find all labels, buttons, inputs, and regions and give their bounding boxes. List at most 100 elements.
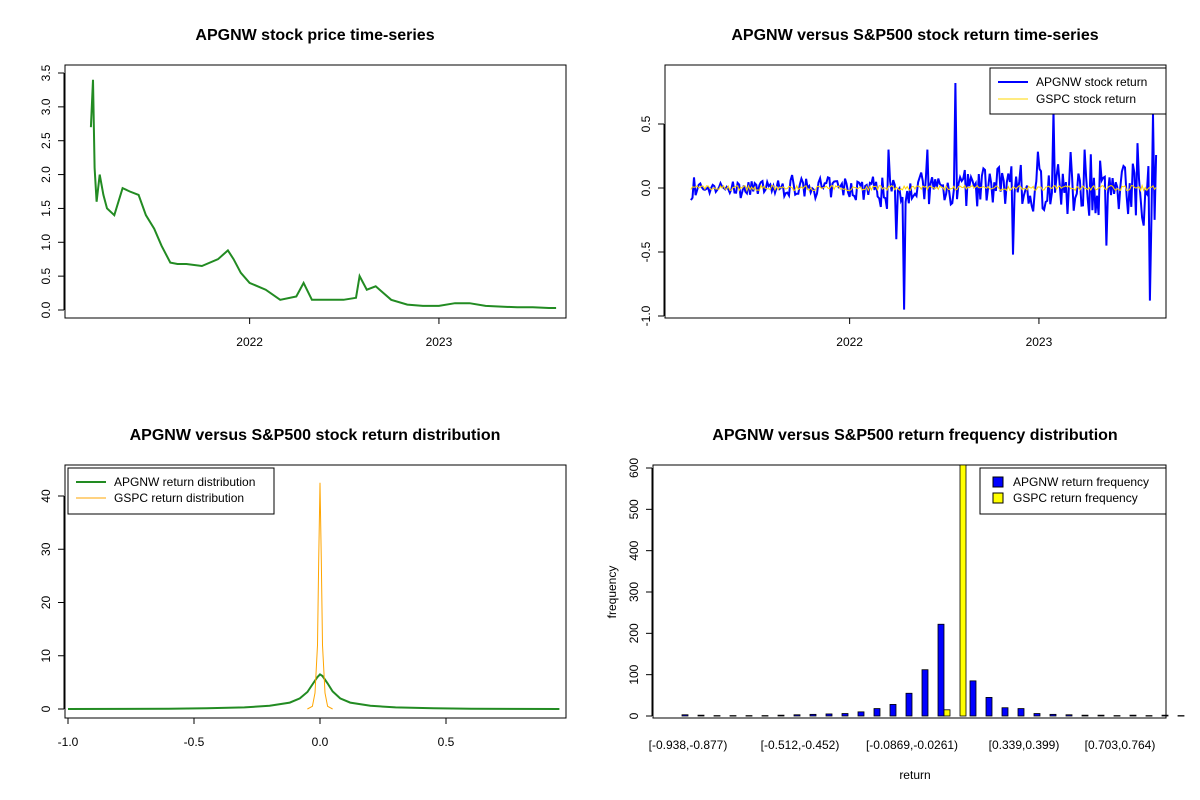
apgnw-bar bbox=[857, 711, 865, 717]
y-axis: 0 100 200 300 400 500 600 bbox=[627, 458, 653, 719]
panel-return-distribution: APGNW versus S&P500 stock return distrib… bbox=[39, 427, 567, 749]
apgnw-bar bbox=[1177, 715, 1185, 717]
y-tick-label: 3.0 bbox=[39, 98, 53, 115]
apgnw-bar bbox=[1129, 714, 1137, 717]
apgnw-bar bbox=[825, 713, 833, 717]
y-tick-label: 40 bbox=[39, 489, 53, 503]
y-tick-label: 400 bbox=[627, 540, 641, 560]
y-tick-label: 3.5 bbox=[39, 64, 53, 81]
panel-price-timeseries: APGNW stock price time-series 0.0 0.5 1.0 1… bbox=[39, 27, 567, 349]
chart-title: APGNW versus S&P500 return frequency dis… bbox=[712, 427, 1117, 444]
legend-box bbox=[989, 67, 1167, 115]
y-tick-label: 30 bbox=[39, 542, 53, 556]
apgnw-bar bbox=[1081, 714, 1089, 717]
legend-swatch-apgnw bbox=[992, 476, 1004, 488]
legend: APGNW stock return GSPC stock return bbox=[989, 67, 1167, 115]
gspc-density-line bbox=[307, 482, 333, 710]
apgnw-bar bbox=[1145, 715, 1153, 717]
apgnw-bar bbox=[921, 669, 929, 717]
x-tick-label: -0.5 bbox=[184, 735, 205, 749]
plot-frame bbox=[664, 64, 1167, 319]
apgnw-bar bbox=[761, 715, 769, 717]
apgnw-bar bbox=[1113, 715, 1121, 717]
y-tick-label: 100 bbox=[627, 664, 641, 684]
bars-group bbox=[681, 464, 1185, 717]
y-axis-label: frequency bbox=[605, 566, 619, 619]
y-tick-label: 300 bbox=[627, 582, 641, 602]
apgnw-bar bbox=[777, 714, 785, 717]
x-tick-label: [-0.938,-0.877) bbox=[649, 738, 728, 752]
x-axis: 2022 2023 bbox=[836, 318, 1053, 349]
x-axis: 2022 2023 bbox=[236, 318, 453, 349]
y-tick-label: 2.0 bbox=[39, 166, 53, 183]
legend-box bbox=[979, 467, 1167, 515]
series-group bbox=[89, 79, 557, 309]
y-tick-label: -1.0 bbox=[639, 305, 653, 326]
apgnw-bar bbox=[841, 713, 849, 717]
y-tick-label: 0 bbox=[627, 712, 641, 719]
series-group bbox=[690, 82, 1158, 310]
apgnw-bar bbox=[905, 692, 913, 717]
apgnw-bar bbox=[1161, 714, 1169, 717]
y-tick-label: 1.5 bbox=[39, 200, 53, 217]
apgnw-bar bbox=[1097, 714, 1105, 717]
y-tick-label: -0.5 bbox=[639, 241, 653, 262]
legend-box bbox=[67, 467, 275, 515]
y-tick-label: 20 bbox=[39, 596, 53, 610]
plot-frame bbox=[652, 464, 1167, 719]
chart-title: APGNW stock price time-series bbox=[195, 27, 434, 44]
x-tick-label: [0.703,0.764) bbox=[1085, 738, 1156, 752]
apgnw-bar bbox=[793, 714, 801, 717]
y-tick-label: 10 bbox=[39, 649, 53, 663]
price-line bbox=[89, 79, 557, 309]
x-axis: [-0.938,-0.877) [-0.512,-0.452) [-0.0869,-… bbox=[649, 738, 1156, 752]
chart-title: APGNW versus S&P500 stock return time-se… bbox=[731, 27, 1098, 44]
y-axis: 0.0 0.5 1.0 1.5 2.0 2.5 3.0 3.5 bbox=[39, 64, 65, 318]
apgnw-bar bbox=[697, 714, 705, 717]
panel-return-frequency: APGNW versus S&P500 return frequency dis… bbox=[605, 427, 1185, 782]
apgnw-bar bbox=[809, 713, 817, 717]
apgnw-bar bbox=[969, 680, 977, 717]
apgnw-bar bbox=[1017, 708, 1025, 717]
y-tick-label: 0.5 bbox=[39, 267, 53, 284]
apgnw-bar bbox=[985, 697, 993, 717]
y-tick-label: 500 bbox=[627, 499, 641, 519]
legend-label: APGNW return distribution bbox=[114, 475, 255, 489]
legend-label: APGNW stock return bbox=[1036, 75, 1147, 89]
y-tick-label: 200 bbox=[627, 623, 641, 643]
legend: APGNW return distribution GSPC return di… bbox=[67, 467, 275, 515]
apgnw-return-line bbox=[690, 82, 1158, 310]
plot-frame bbox=[64, 64, 567, 319]
apgnw-bar bbox=[1001, 707, 1009, 717]
y-tick-label: 1.0 bbox=[39, 234, 53, 251]
x-tick-label: [-0.0869,-0.0261) bbox=[866, 738, 958, 752]
apgnw-bar bbox=[937, 623, 945, 717]
apgnw-bar bbox=[713, 715, 721, 717]
panel-return-timeseries: APGNW versus S&P500 stock return time-se… bbox=[639, 27, 1167, 349]
gspc-bar bbox=[943, 709, 951, 717]
y-tick-label: 0.5 bbox=[639, 115, 653, 132]
legend-swatch-gspc bbox=[992, 492, 1004, 504]
x-tick-label: 0.5 bbox=[438, 735, 455, 749]
y-tick-label: 0 bbox=[39, 705, 53, 712]
x-tick-label: 2022 bbox=[236, 335, 263, 349]
gspc-return-line bbox=[690, 183, 1157, 193]
apgnw-bar bbox=[1033, 713, 1041, 717]
x-axis-label: return bbox=[899, 768, 930, 782]
y-tick-label: 0.0 bbox=[639, 179, 653, 196]
apgnw-bar bbox=[681, 714, 689, 717]
x-tick-label: 2023 bbox=[1026, 335, 1053, 349]
legend-label: GSPC stock return bbox=[1036, 92, 1136, 106]
y-tick-label: 600 bbox=[627, 458, 641, 478]
legend: APGNW return frequency GSPC return frequ… bbox=[979, 467, 1167, 515]
apgnw-bar bbox=[745, 715, 753, 717]
apgnw-bar bbox=[873, 708, 881, 717]
apgnw-bar bbox=[1065, 714, 1073, 717]
y-axis: 0 10 20 30 40 bbox=[39, 489, 65, 712]
x-tick-label: [-0.512,-0.452) bbox=[761, 738, 840, 752]
apgnw-bar bbox=[1049, 713, 1057, 717]
apgnw-bar bbox=[729, 715, 737, 717]
gspc-bar bbox=[959, 464, 967, 717]
x-axis: -1.0 -0.5 0.0 0.5 bbox=[58, 717, 455, 749]
